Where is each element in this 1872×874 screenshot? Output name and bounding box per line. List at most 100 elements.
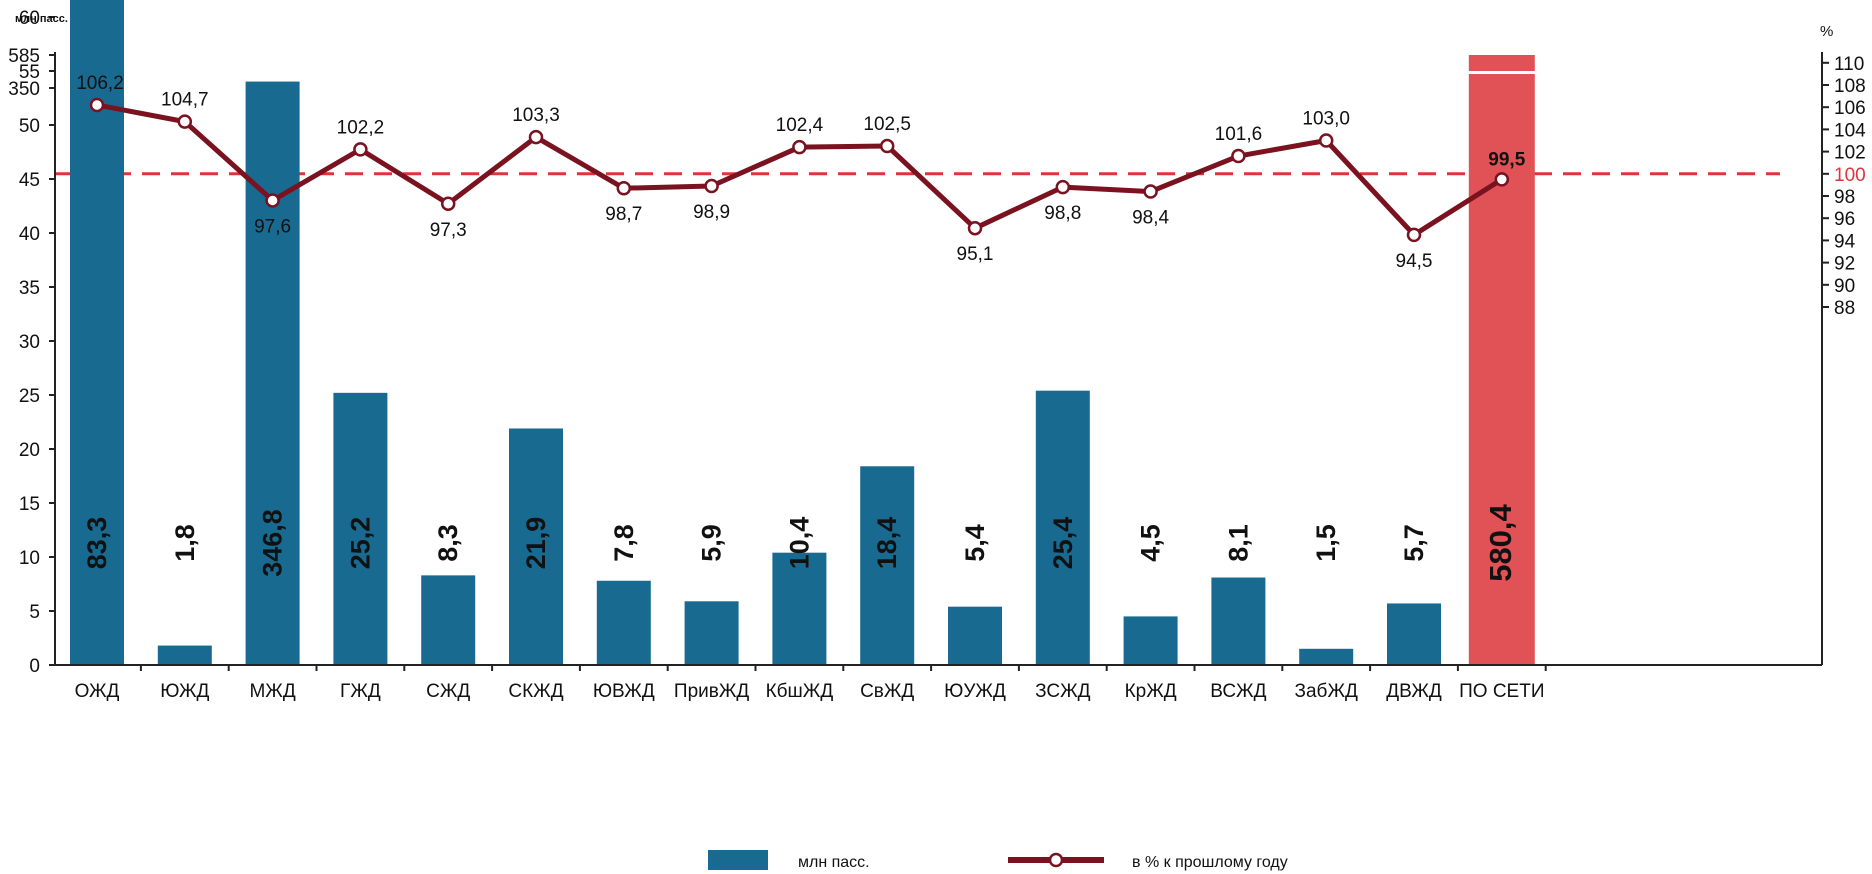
bar-value-label: 5,4 (960, 524, 990, 562)
legend-bar-label: млн пасс. (798, 854, 870, 871)
percent-label: 99,5 (1488, 149, 1525, 170)
percent-label: 98,8 (1044, 203, 1081, 224)
bar-ЗСЖД (1035, 390, 1090, 665)
bar-value-label: 25,4 (1048, 517, 1078, 570)
bar-value-label: 8,1 (1223, 524, 1253, 562)
bar-ЮВЖД (596, 580, 651, 665)
percent-point-ОЖД (89, 97, 105, 113)
y-left-tick-label: 60 (19, 8, 40, 29)
x-tick-label: МЖД (249, 681, 295, 702)
y-right-tick-label: 106 (1834, 98, 1866, 119)
x-tick-label: ЮВЖД (593, 681, 655, 702)
x-tick-label: ДВЖД (1386, 681, 1442, 702)
percent-point-ЮЖД (177, 114, 193, 129)
bar-ВСЖД (1211, 577, 1266, 665)
bar-value-label: 1,5 (1311, 524, 1341, 562)
legend-line-label: в % к прошлому году (1132, 854, 1288, 871)
bar-value-label: 4,5 (1136, 524, 1166, 562)
bar-СЖД (421, 575, 476, 665)
bar-value-label: 10,4 (784, 517, 814, 570)
bar-ЮУЖД (948, 606, 1002, 665)
bar-value-label: 7,8 (609, 524, 639, 562)
y-right-tick-label: 108 (1834, 76, 1866, 97)
bar-ДВЖД (1387, 603, 1441, 665)
bars (70, 0, 1536, 666)
percent-label: 98,7 (605, 204, 642, 225)
bar-value-label: 83,3 (82, 517, 112, 570)
percent-label: 102,5 (863, 114, 911, 135)
bar-value-label: 18,4 (872, 517, 902, 570)
bar-value-label: 1,8 (170, 524, 200, 562)
y-right-tick-label: 110 (1834, 54, 1864, 75)
percent-point-ЗабЖД (1318, 133, 1334, 148)
y-right-tick-label: 96 (1834, 209, 1855, 230)
percent-label: 98,4 (1132, 208, 1169, 229)
bar-value-label: 21,9 (521, 517, 551, 570)
data-labels: 106,2 104,7 97,6 102,2 97,3 103,3 98,7 98,9 102,… (76, 73, 1525, 582)
bar-break-gap (1467, 71, 1536, 74)
x-tick-label: СКЖД (508, 681, 563, 702)
percent-point-КрЖД (1143, 184, 1158, 199)
y-left-tick-label: 585 (8, 46, 40, 67)
y-left-tick-label: 25 (19, 386, 40, 407)
bar-ГЖД (333, 392, 388, 665)
percent-point-ЗСЖД (1055, 179, 1071, 195)
percent-point-ГЖД (353, 142, 368, 157)
y-left-tick-label: 30 (19, 332, 40, 353)
percent-label: 102,4 (776, 115, 824, 136)
y-left-tick-label: 55 (19, 62, 40, 83)
y-right-tick-label: 92 (1834, 254, 1855, 275)
y-right-unit-label: % (1820, 23, 1833, 40)
bar-value-label: 8,3 (433, 524, 463, 562)
percent-line (89, 97, 1510, 243)
y-left-tick-label: 40 (19, 224, 40, 245)
bar-ЗабЖД (1299, 648, 1354, 665)
y-right-tick-label: 90 (1834, 276, 1855, 297)
x-tick-label: ЗСЖД (1035, 681, 1091, 702)
percent-label: 101,6 (1215, 124, 1263, 145)
bar-value-label: 346,8 (258, 509, 288, 577)
percent-label: 106,2 (76, 73, 124, 94)
y-right-tick-label: 102 (1834, 143, 1866, 164)
y-right-tick-label: 98 (1834, 187, 1855, 208)
x-tick-label: КбшЖД (766, 681, 834, 702)
percent-point-ЮУЖД (967, 220, 983, 236)
bar-ПО СЕТИ (1468, 55, 1535, 665)
percent-label: 97,6 (254, 216, 291, 237)
x-tick-label: ГЖД (340, 681, 381, 702)
y-left-tick-label: 0 (29, 656, 40, 677)
y-left-tick-label: 5 (29, 602, 40, 623)
y-left-tick-label: 45 (19, 170, 40, 191)
x-tick-label: СвЖД (860, 681, 914, 702)
bar-КрЖД (1123, 616, 1178, 665)
percent-point-ВСЖД (1231, 148, 1246, 164)
percent-point-ЮВЖД (616, 180, 632, 196)
percent-label: 97,3 (430, 220, 467, 241)
y-left-tick-label: 10 (19, 548, 40, 569)
y-left-tick-label: 50 (19, 116, 40, 137)
percent-label: 95,1 (957, 244, 994, 265)
x-tick-label: ОЖД (75, 681, 120, 702)
percent-label: 102,2 (337, 117, 385, 138)
percent-point-МЖД (265, 193, 280, 208)
percent-label: 103,0 (1302, 109, 1350, 130)
bar-СвЖД (860, 466, 915, 665)
bar-ПривЖД (684, 601, 739, 665)
bar-КбшЖД (772, 552, 827, 665)
y-right-tick-label: 100 (1834, 165, 1866, 186)
y-left-tick-label: 35 (19, 278, 40, 299)
percent-point-СЖД (440, 196, 456, 212)
percent-label: 103,3 (512, 105, 560, 126)
percent-label: 94,5 (1396, 251, 1433, 272)
legend-line-marker (1048, 852, 1064, 868)
percent-label: 104,7 (161, 90, 209, 111)
bar-value-label: 5,7 (1399, 524, 1429, 562)
y-right-tick-label: 104 (1834, 120, 1866, 141)
bar-МЖД (245, 81, 300, 666)
y-left-tick-label: 350 (8, 79, 40, 100)
percent-point-СКЖД (528, 129, 544, 145)
x-tick-label: ВСЖД (1210, 681, 1266, 702)
y-right-tick-label: 94 (1834, 231, 1856, 252)
bar-ЮЖД (157, 645, 212, 665)
